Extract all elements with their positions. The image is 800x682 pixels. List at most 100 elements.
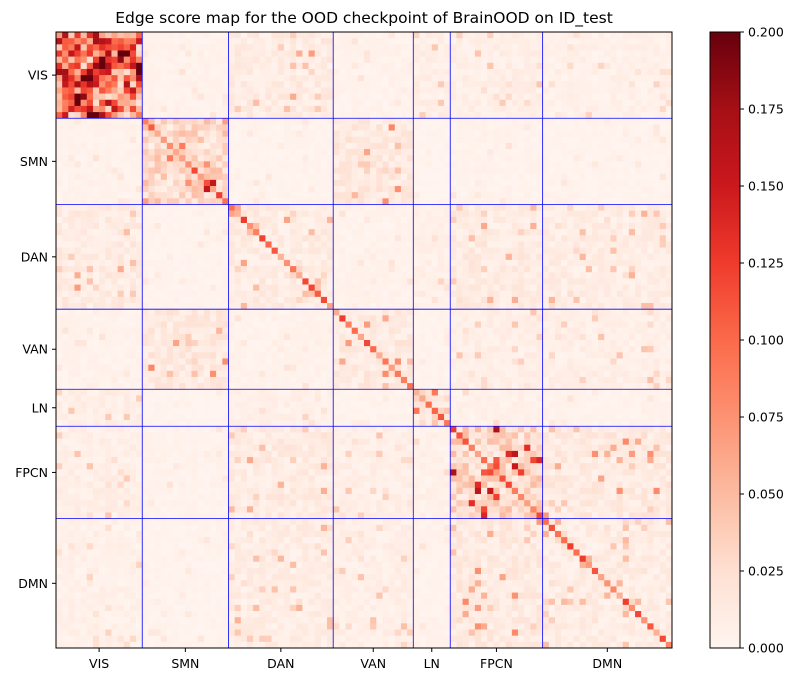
heatmap-cell — [524, 327, 531, 335]
heatmap-cell — [591, 87, 599, 94]
heatmap-cell — [240, 259, 248, 267]
heatmap-cell — [290, 272, 297, 279]
heatmap-cell — [647, 56, 654, 64]
heatmap-cell — [86, 235, 94, 242]
heatmap-cell — [357, 296, 365, 304]
heatmap-cell — [431, 62, 439, 70]
heatmap-cell — [511, 149, 519, 156]
heatmap-cell — [283, 99, 291, 107]
heatmap-cell — [68, 179, 75, 187]
heatmap-cell — [56, 81, 63, 88]
heatmap-cell — [567, 38, 574, 45]
heatmap-cell — [216, 321, 223, 328]
heatmap-cell — [647, 303, 654, 310]
heatmap-cell — [400, 124, 408, 131]
heatmap-cell — [160, 179, 168, 187]
heatmap-cell — [518, 309, 525, 316]
heatmap-cell — [437, 192, 445, 199]
heatmap-cell — [277, 204, 285, 211]
heatmap-cell — [530, 235, 537, 242]
heatmap-cell — [394, 167, 402, 174]
heatmap-cell — [518, 303, 525, 310]
heatmap-cell — [505, 81, 513, 88]
heatmap-cell — [400, 296, 408, 304]
heatmap-cell — [431, 290, 439, 298]
heatmap-cell — [561, 272, 568, 279]
heatmap-cell — [493, 222, 500, 230]
heatmap-cell — [253, 149, 260, 156]
heatmap-cell — [351, 247, 359, 255]
heatmap-cell — [659, 50, 667, 57]
heatmap-cell — [505, 50, 513, 57]
heatmap-cell — [240, 315, 248, 322]
heatmap-cell — [400, 333, 408, 341]
heatmap-cell — [210, 229, 217, 236]
heatmap-cell — [561, 38, 568, 45]
heatmap-cell — [154, 327, 161, 335]
heatmap-cell — [123, 155, 131, 162]
heatmap-cell — [493, 142, 500, 150]
heatmap-cell — [462, 216, 469, 224]
heatmap-cell — [518, 315, 525, 322]
heatmap-cell — [407, 290, 414, 298]
heatmap-cell — [111, 296, 118, 304]
heatmap-cell — [327, 173, 334, 181]
heatmap-cell — [136, 315, 143, 322]
heatmap-cell — [456, 68, 463, 76]
heatmap-cell — [665, 222, 673, 230]
heatmap-cell — [296, 112, 303, 119]
heatmap-cell — [320, 161, 328, 168]
heatmap-cell — [518, 333, 525, 341]
heatmap-cell — [240, 186, 248, 193]
heatmap-cell — [456, 192, 463, 199]
heatmap-cell — [142, 62, 149, 70]
heatmap-cell — [413, 259, 420, 267]
heatmap-cell — [407, 247, 414, 255]
heatmap-cell — [351, 68, 359, 76]
heatmap-cell — [468, 272, 476, 279]
heatmap-cell — [179, 198, 186, 205]
heatmap-cell — [222, 309, 229, 316]
heatmap-cell — [203, 290, 211, 298]
heatmap-cell — [203, 259, 211, 267]
heatmap-cell — [610, 124, 617, 131]
heatmap-cell — [604, 99, 611, 107]
heatmap-cell — [591, 93, 599, 101]
heatmap-cell — [499, 68, 506, 76]
heatmap-cell — [68, 124, 75, 131]
heatmap-cell — [462, 204, 469, 211]
heatmap-cell — [635, 327, 642, 335]
heatmap-cell — [203, 327, 211, 335]
heatmap-cell — [450, 179, 457, 187]
heatmap-cell — [628, 173, 636, 181]
heatmap-cell — [320, 130, 328, 137]
heatmap-cell — [450, 296, 457, 304]
heatmap-cell — [579, 192, 587, 199]
heatmap-cell — [579, 105, 587, 113]
heatmap-cell — [437, 99, 445, 107]
heatmap-cell — [92, 259, 100, 267]
heatmap-cell — [351, 266, 359, 273]
heatmap-cell — [234, 32, 242, 39]
heatmap-cell — [327, 210, 334, 218]
heatmap-cell — [56, 192, 63, 199]
heatmap-cell — [56, 124, 63, 131]
heatmap-cell — [136, 38, 143, 45]
heatmap-cell — [370, 44, 377, 51]
heatmap-cell — [394, 130, 402, 137]
heatmap-cell — [228, 309, 235, 316]
heatmap-cell — [400, 290, 408, 298]
heatmap-cell — [511, 142, 519, 150]
heatmap-cell — [388, 222, 396, 230]
heatmap-cell — [554, 155, 562, 162]
heatmap-cell — [333, 290, 340, 298]
heatmap-cell — [333, 87, 340, 94]
heatmap-cell — [579, 136, 587, 144]
heatmap-cell — [283, 50, 291, 57]
heatmap-cell — [456, 93, 463, 101]
heatmap-cell — [142, 278, 149, 285]
heatmap-cell — [74, 210, 81, 218]
heatmap-cell — [653, 296, 660, 304]
heatmap-cell — [579, 290, 587, 298]
heatmap-cell — [277, 290, 285, 298]
